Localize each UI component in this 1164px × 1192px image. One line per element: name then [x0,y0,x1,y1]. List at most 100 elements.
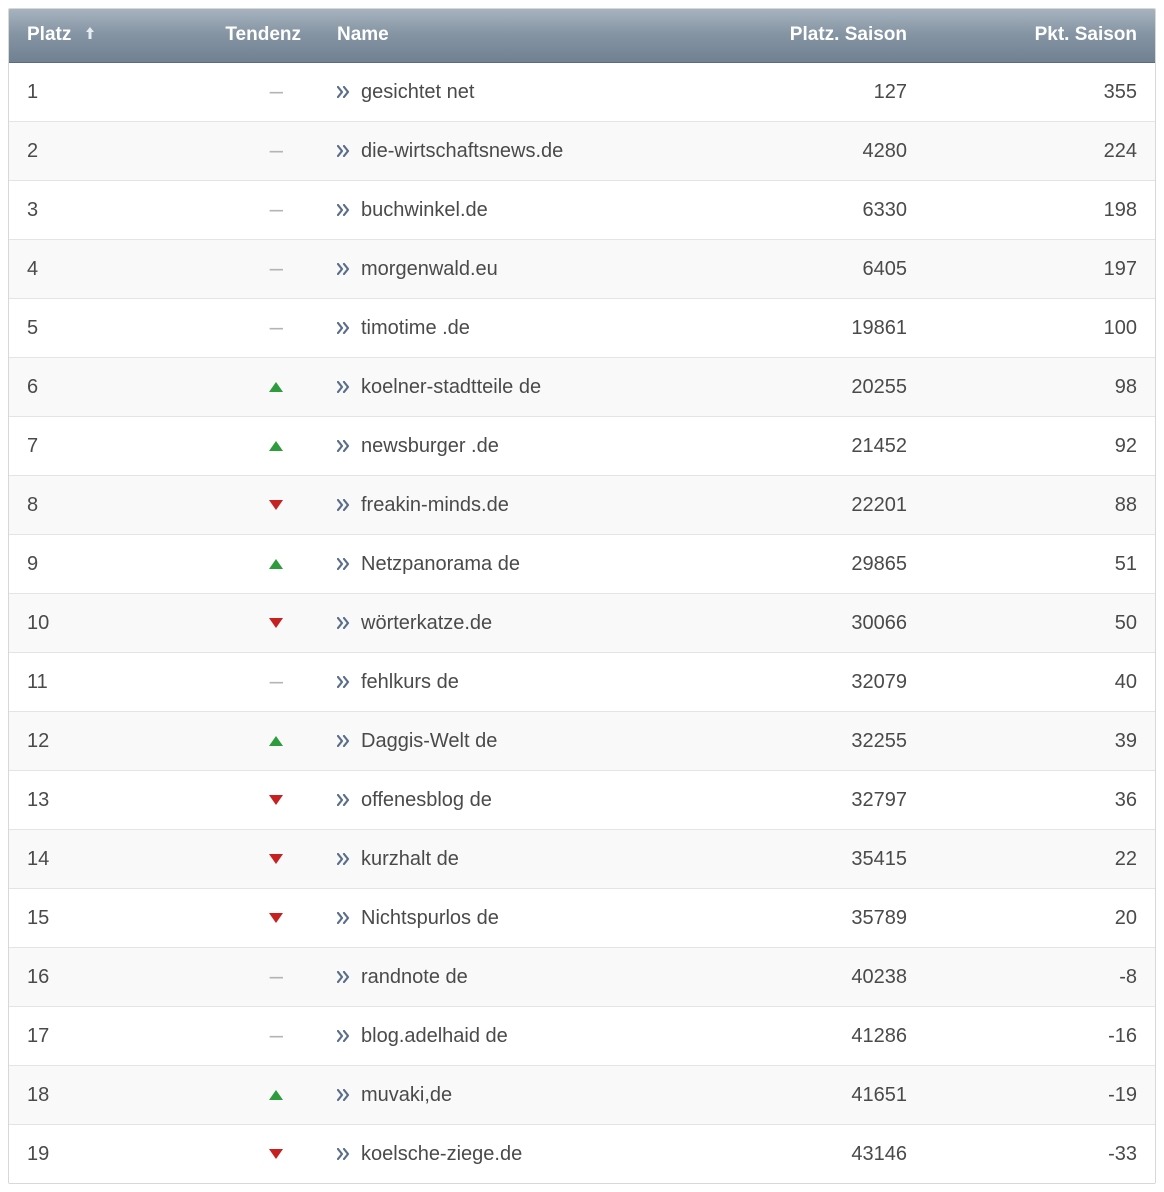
cell-saison: 32255 [695,712,925,771]
trend-down-icon [269,913,283,923]
site-link[interactable]: Daggis-Welt de [361,730,497,753]
cell-platz: 2 [9,122,179,181]
cell-tendenz [179,417,319,476]
cell-punkte: 40 [925,653,1155,712]
cell-tendenz: – [179,299,319,358]
cell-tendenz [179,830,319,889]
table-row: 13offenesblog de3279736 [9,771,1155,830]
chevron-right-icon [337,499,351,511]
cell-platz: 15 [9,889,179,948]
column-header-tendenz[interactable]: Tendenz [179,9,319,63]
cell-platz: 9 [9,535,179,594]
table-header-row: Platz Tendenz Name Platz. Saison Pkt. Sa… [9,9,1155,63]
cell-tendenz: – [179,63,319,122]
chevron-right-icon [337,440,351,452]
table-row: 5–timotime .de19861100 [9,299,1155,358]
cell-name: buchwinkel.de [319,181,695,240]
column-header-punkte[interactable]: Pkt. Saison [925,9,1155,63]
table-body: 1–gesichtet net1273552–die-wirtschaftsne… [9,63,1155,1184]
cell-punkte: -19 [925,1066,1155,1125]
cell-tendenz: – [179,240,319,299]
site-link[interactable]: wörterkatze.de [361,612,492,635]
cell-name: morgenwald.eu [319,240,695,299]
cell-saison: 43146 [695,1125,925,1184]
table-row: 8freakin-minds.de2220188 [9,476,1155,535]
column-header-name[interactable]: Name [319,9,695,63]
column-header-label: Platz. Saison [790,24,907,45]
cell-saison: 32797 [695,771,925,830]
cell-punkte: -8 [925,948,1155,1007]
trend-up-icon [269,736,283,746]
cell-name: koelner-stadtteile de [319,358,695,417]
site-link[interactable]: newsburger .de [361,435,499,458]
site-link[interactable]: timotime .de [361,317,470,340]
site-link[interactable]: Netzpanorama de [361,553,520,576]
trend-down-icon [269,618,283,628]
site-link[interactable]: offenesblog de [361,789,492,812]
cell-platz: 4 [9,240,179,299]
trend-up-icon [269,382,283,392]
site-link[interactable]: koelner-stadtteile de [361,376,541,399]
column-header-saison[interactable]: Platz. Saison [695,9,925,63]
column-header-platz[interactable]: Platz [9,9,179,63]
site-link[interactable]: morgenwald.eu [361,258,498,281]
trend-down-icon [269,1149,283,1159]
chevron-right-icon [337,971,351,983]
cell-saison: 29865 [695,535,925,594]
cell-tendenz [179,712,319,771]
cell-name: wörterkatze.de [319,594,695,653]
site-link[interactable]: randnote de [361,966,468,989]
chevron-right-icon [337,558,351,570]
cell-tendenz: – [179,1007,319,1066]
cell-punkte: 51 [925,535,1155,594]
cell-tendenz [179,358,319,417]
site-link[interactable]: blog.adelhaid de [361,1025,508,1048]
cell-punkte: 50 [925,594,1155,653]
cell-platz: 6 [9,358,179,417]
column-header-label: Pkt. Saison [1035,24,1137,45]
site-link[interactable]: koelsche-ziege.de [361,1143,522,1166]
cell-platz: 8 [9,476,179,535]
site-link[interactable]: gesichtet net [361,81,474,104]
cell-name: timotime .de [319,299,695,358]
site-link[interactable]: fehlkurs de [361,671,459,694]
cell-platz: 7 [9,417,179,476]
cell-tendenz [179,476,319,535]
cell-punkte: 88 [925,476,1155,535]
table-row: 3–buchwinkel.de6330198 [9,181,1155,240]
site-link[interactable]: die-wirtschaftsnews.de [361,140,563,163]
table-row: 18muvaki,de41651-19 [9,1066,1155,1125]
cell-name: Daggis-Welt de [319,712,695,771]
cell-punkte: 224 [925,122,1155,181]
cell-name: randnote de [319,948,695,1007]
trend-down-icon [269,795,283,805]
cell-tendenz [179,1125,319,1184]
cell-punkte: 20 [925,889,1155,948]
chevron-right-icon [337,676,351,688]
trend-same-icon: – [270,196,283,223]
site-link[interactable]: Nichtspurlos de [361,907,499,930]
cell-saison: 20255 [695,358,925,417]
cell-name: newsburger .de [319,417,695,476]
table-row: 4–morgenwald.eu6405197 [9,240,1155,299]
site-link[interactable]: freakin-minds.de [361,494,509,517]
cell-tendenz [179,771,319,830]
cell-name: offenesblog de [319,771,695,830]
site-link[interactable]: kurzhalt de [361,848,459,871]
cell-platz: 13 [9,771,179,830]
table-row: 2–die-wirtschaftsnews.de4280224 [9,122,1155,181]
trend-up-icon [269,559,283,569]
trend-down-icon [269,500,283,510]
trend-same-icon: – [270,137,283,164]
table-row: 11–fehlkurs de3207940 [9,653,1155,712]
trend-same-icon: – [270,314,283,341]
chevron-right-icon [337,735,351,747]
site-link[interactable]: buchwinkel.de [361,199,488,222]
chevron-right-icon [337,1030,351,1042]
cell-name: kurzhalt de [319,830,695,889]
cell-tendenz: – [179,181,319,240]
cell-saison: 41651 [695,1066,925,1125]
trend-same-icon: – [270,963,283,990]
cell-platz: 19 [9,1125,179,1184]
site-link[interactable]: muvaki,de [361,1084,452,1107]
